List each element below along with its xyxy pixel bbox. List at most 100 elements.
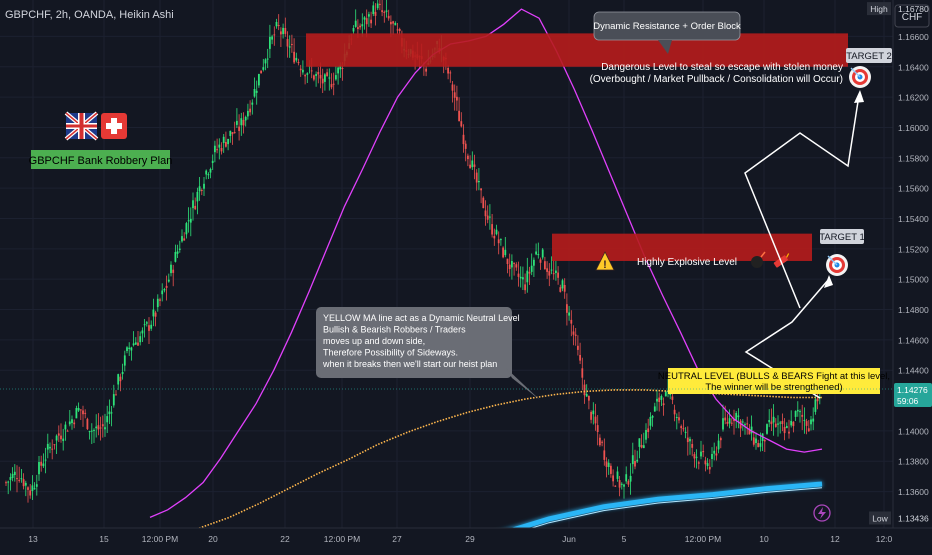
candle-body — [695, 456, 698, 458]
candle-body — [291, 44, 293, 45]
candle-body — [95, 426, 98, 429]
candle-body — [24, 482, 27, 486]
time-tick-label: 15 — [99, 534, 109, 544]
candle-body — [295, 57, 298, 61]
candle-body — [82, 410, 84, 415]
candle-body — [489, 216, 491, 218]
candle-body — [108, 411, 111, 415]
candle-body — [218, 144, 221, 148]
time-tick-label: 10 — [759, 534, 769, 544]
candle-body — [640, 445, 643, 448]
candle-body — [660, 396, 663, 400]
candle-body — [781, 421, 784, 424]
candle-body — [22, 479, 25, 487]
warning-triangle — [595, 251, 615, 271]
candle-body — [796, 409, 799, 412]
candle-body — [708, 466, 711, 470]
candle-body — [313, 75, 315, 80]
candle-body — [328, 77, 331, 79]
candle-body — [390, 21, 392, 25]
candle-body — [374, 11, 377, 16]
candle-body — [128, 347, 131, 349]
yellow-ma-note-line: Bullish & Bearish Robbers / Traders — [323, 325, 466, 335]
candle-body — [284, 28, 287, 34]
candle-body — [145, 322, 148, 324]
time-tick-label: 27 — [392, 534, 402, 544]
candle-body — [71, 419, 73, 424]
time-tick-label: 20 — [208, 534, 218, 544]
candle-body — [321, 78, 324, 84]
candle-body — [572, 331, 575, 335]
candle-body — [568, 312, 570, 316]
candle-body — [79, 409, 82, 411]
candle-body — [253, 89, 256, 97]
candle-body — [651, 415, 654, 418]
candle-body — [581, 368, 584, 378]
price-tick-label: 1.15800 — [898, 153, 929, 163]
candle-body — [5, 482, 7, 484]
candle-body — [337, 67, 339, 74]
candle-body — [730, 422, 733, 424]
candle-body — [634, 461, 636, 467]
candle-body — [396, 29, 399, 31]
candle-body — [546, 268, 548, 272]
candle-body — [154, 312, 157, 317]
candle-body — [119, 376, 122, 382]
lightning-circle — [813, 504, 831, 522]
candle-body — [181, 236, 183, 242]
yellow-ma-note-line: when it breaks then we'll start our heis… — [322, 359, 497, 369]
candle-body — [277, 25, 280, 26]
candle-body — [172, 269, 175, 273]
candle-body — [719, 438, 722, 441]
candle-body — [174, 252, 177, 262]
candle-body — [664, 391, 667, 397]
candle-body — [697, 462, 700, 464]
candle-body — [42, 463, 45, 467]
candle-body — [196, 191, 199, 202]
candle-body — [203, 183, 205, 189]
candle-body — [467, 155, 469, 160]
projection-path-2 — [744, 94, 860, 309]
yellow-ma-note-box — [316, 307, 512, 378]
candle-body — [123, 355, 126, 366]
candle-body — [7, 481, 10, 483]
candle-body — [317, 72, 320, 75]
candle-body — [656, 398, 658, 402]
candle-body — [288, 46, 291, 48]
candle-body — [645, 430, 647, 440]
price-tick-label: 1.15600 — [898, 184, 929, 194]
candle-body — [603, 450, 606, 460]
candle-body — [220, 148, 223, 152]
candle-body — [807, 428, 810, 432]
swiss-cross-h — [106, 123, 122, 129]
candle-body — [700, 451, 702, 457]
candle-body — [60, 435, 62, 440]
candle-body — [671, 396, 674, 400]
high-label-box — [867, 2, 891, 16]
swiss-flag-icon — [101, 113, 127, 139]
dangerous-level-zone — [306, 33, 848, 67]
candle-body — [715, 453, 718, 456]
candle-body — [799, 411, 801, 413]
price-tick-label: 1.14000 — [898, 426, 929, 436]
candle-body — [610, 465, 612, 474]
candle-body — [642, 445, 645, 449]
candle-body — [304, 75, 306, 77]
candle-body — [104, 427, 106, 430]
candle-body — [469, 164, 471, 169]
candle-body — [392, 21, 394, 24]
zones-layer: Dangerous Level to steal so escape with … — [306, 33, 848, 271]
yellow-ma-note-line: Therefore Possibility of Sideways. — [323, 348, 458, 358]
candle-body — [231, 132, 234, 135]
candle-body — [482, 197, 485, 209]
candle-body — [310, 70, 313, 72]
candle-body — [447, 68, 449, 74]
candle-body — [513, 262, 515, 264]
candle-body — [702, 451, 705, 453]
candle-body — [363, 17, 366, 20]
candle-body — [636, 459, 639, 462]
candle-body — [563, 285, 566, 292]
